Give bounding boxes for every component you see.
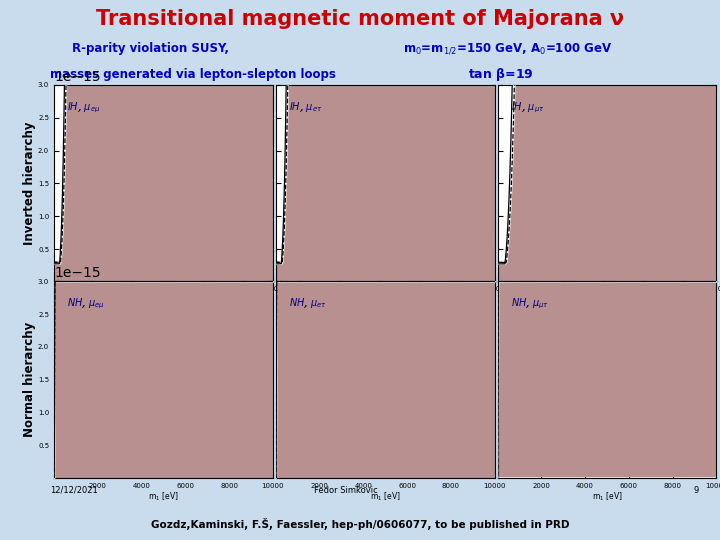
Text: $IH$, $\mu_{e\mu}$: $IH$, $\mu_{e\mu}$ [67,100,101,115]
X-axis label: m$_3$ [eV]: m$_3$ [eV] [148,294,179,306]
Text: $IH$, $\mu_{e\tau}$: $IH$, $\mu_{e\tau}$ [289,100,323,113]
Text: masses generated via lepton-slepton loops: masses generated via lepton-slepton loop… [50,68,336,81]
X-axis label: m$_1$ [eV]: m$_1$ [eV] [592,490,622,503]
Text: 12/12/2021: 12/12/2021 [50,486,98,495]
X-axis label: m$_3$ [eV]: m$_3$ [eV] [592,294,622,306]
Text: $NH$, $\mu_{e\mu}$: $NH$, $\mu_{e\mu}$ [67,297,105,312]
X-axis label: m$_1$ [eV]: m$_1$ [eV] [148,490,179,503]
Text: $NH$, $\mu_{\mu\tau}$: $NH$, $\mu_{\mu\tau}$ [510,297,549,312]
Text: $NH$, $\mu_{e\tau}$: $NH$, $\mu_{e\tau}$ [289,297,327,310]
Text: $IH$, $\mu_{\mu\tau}$: $IH$, $\mu_{\mu\tau}$ [510,100,544,115]
Text: tan $\mathbf{\beta}$=19: tan $\mathbf{\beta}$=19 [468,66,534,83]
Text: R-parity violation SUSY,: R-parity violation SUSY, [72,43,229,56]
Text: Normal hierarchy: Normal hierarchy [23,322,36,437]
X-axis label: m$_3$ [eV]: m$_3$ [eV] [370,294,400,306]
Text: Fedor Simkovic: Fedor Simkovic [314,486,377,495]
Text: Inverted hierarchy: Inverted hierarchy [23,122,36,245]
Text: 9: 9 [693,486,698,495]
Text: Transitional magnetic moment of Majorana ν: Transitional magnetic moment of Majorana… [96,9,624,29]
Text: Gozdz,Kaminski, F.Š, Faessler, hep-ph/0606077, to be published in PRD: Gozdz,Kaminski, F.Š, Faessler, hep-ph/06… [150,518,570,530]
X-axis label: m$_1$ [eV]: m$_1$ [eV] [370,490,400,503]
Text: m$_0$=m$_{1/2}$=150 GeV, A$_0$=100 GeV: m$_0$=m$_{1/2}$=150 GeV, A$_0$=100 GeV [403,42,612,56]
